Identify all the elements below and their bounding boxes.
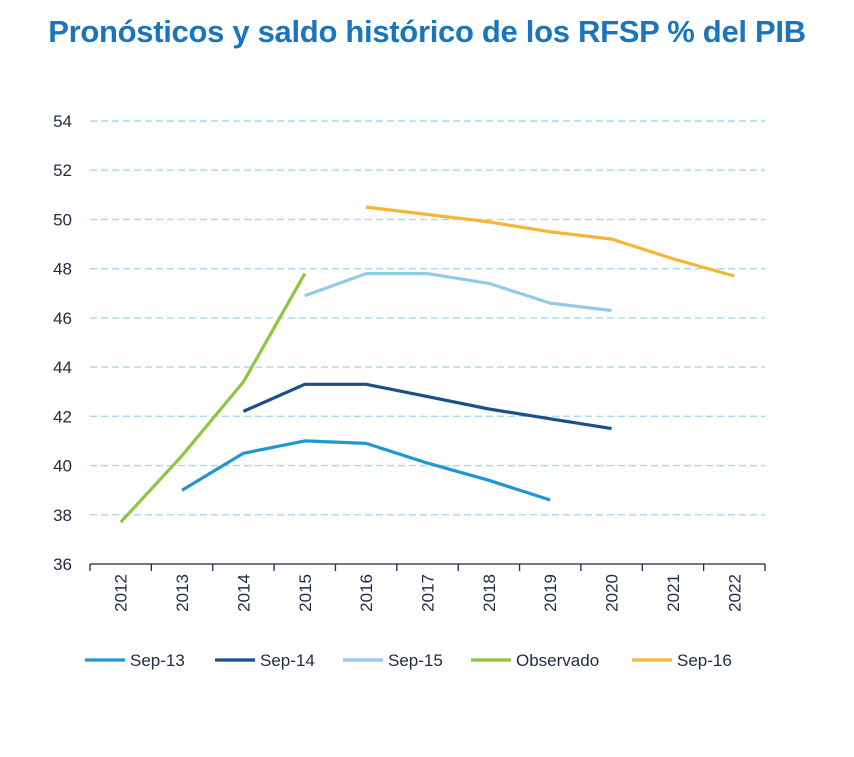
axes: 36 38 40 42 44 46 48 50 52 54 2012 2013 2014 2015 2016…	[53, 112, 766, 612]
chart-title: Pronósticos y saldo histórico de los RFS…	[48, 14, 806, 49]
y-tick-label: 48	[53, 260, 72, 279]
y-tick-label: 38	[53, 506, 72, 525]
y-tick-label: 46	[53, 309, 72, 328]
x-tick-label: 2014	[234, 574, 253, 612]
y-tick-label: 36	[53, 555, 72, 574]
x-tick-label: 2022	[725, 574, 744, 612]
y-tick-label: 44	[53, 358, 72, 377]
series-lines	[119, 205, 735, 524]
x-tick-label: 2012	[112, 574, 131, 612]
series-line-sep-13	[181, 439, 551, 502]
gridlines	[90, 120, 765, 516]
x-tick-label: 2021	[664, 574, 683, 612]
x-tick-label: 2017	[419, 574, 438, 612]
y-tick-label: 54	[53, 112, 72, 131]
x-tick-label: 2015	[296, 574, 315, 612]
legend: Sep-13 Sep-14 Sep-15 Observado Sep-16	[85, 651, 732, 670]
y-tick-label: 40	[53, 457, 72, 476]
x-tick-label: 2020	[603, 574, 622, 612]
legend-label-sep-15: Sep-15	[388, 651, 443, 670]
legend-label-observado: Observado	[516, 651, 599, 670]
x-tick-label: 2016	[357, 574, 376, 612]
y-tick-label: 50	[53, 210, 72, 229]
y-tick-label: 42	[53, 407, 72, 426]
x-tick-label: 2013	[173, 574, 192, 612]
x-tick-label: 2018	[480, 574, 499, 612]
series-line-sep-15	[304, 272, 612, 313]
legend-label-sep-13: Sep-13	[130, 651, 185, 670]
legend-label-sep-16: Sep-16	[677, 651, 732, 670]
legend-label-sep-14: Sep-14	[260, 651, 315, 670]
series-line-observado	[119, 272, 307, 524]
series-line-sep-16	[365, 205, 735, 278]
y-tick-label: 52	[53, 161, 72, 180]
series-line-sep-14	[242, 382, 612, 431]
x-tick-label: 2019	[541, 574, 560, 612]
